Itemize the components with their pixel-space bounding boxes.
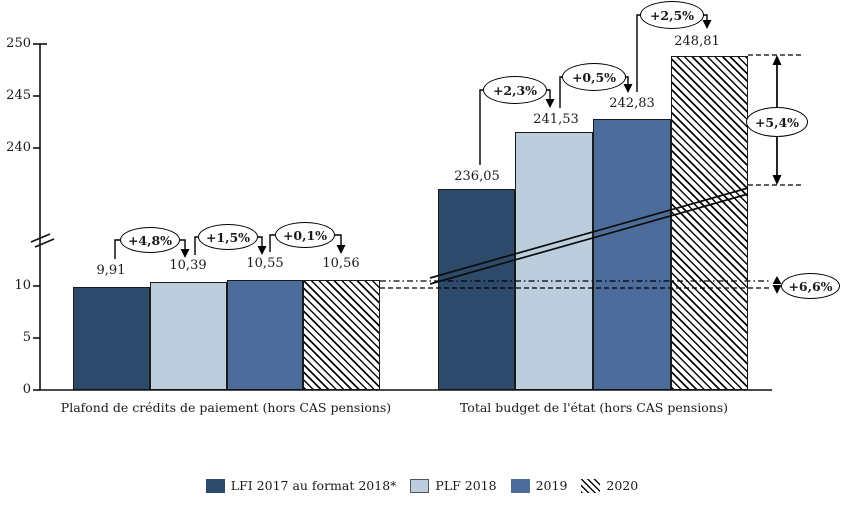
- bar-g2-lfi2017: [438, 189, 515, 390]
- y-tick-250: 250: [6, 36, 31, 51]
- value-label-g1-2020: 10,56: [322, 256, 360, 271]
- y-axis-break-mark: [30, 233, 55, 248]
- legend-swatch-2020: [581, 478, 601, 493]
- legend-item-lfi2017: LFI 2017 au format 2018*: [205, 478, 397, 493]
- legend-label-2020: 2020: [606, 478, 639, 493]
- value-label-g2-plf2018: 241,53: [533, 112, 579, 127]
- bar-g1-lfi2017: [73, 287, 150, 390]
- growth-oval-g2-2: +0,5%: [562, 63, 626, 91]
- bar-g1-2019: [227, 280, 303, 390]
- value-label-g2-2020: 248,81: [674, 34, 720, 49]
- growth-oval-g1-1: +4,8%: [120, 227, 180, 253]
- legend-item-2020: 2020: [581, 478, 638, 493]
- value-label-g2-2019: 242,83: [609, 96, 655, 111]
- bar-g2-2019: [593, 119, 671, 390]
- value-label-g1-2019: 10,55: [246, 256, 284, 271]
- legend-swatch-2019: [510, 478, 530, 493]
- growth-oval-g2-total: +5,4%: [746, 107, 808, 137]
- y-tick-0: 0: [22, 382, 31, 397]
- value-label-g1-lfi2017: 9,91: [96, 263, 126, 278]
- bar-g1-2020: [303, 280, 380, 390]
- category-label-plafond: Plafond de crédits de paiement (hors CAS…: [60, 400, 392, 415]
- y-tick-10: 10: [14, 278, 31, 293]
- bar-g2-2020: [671, 56, 748, 390]
- legend: LFI 2017 au format 2018* PLF 2018 2019 2…: [0, 478, 844, 493]
- growth-oval-g1-3: +0,1%: [275, 222, 335, 248]
- category-label-total: Total budget de l'état (hors CAS pension…: [459, 400, 729, 415]
- growth-oval-g1-total: +6,6%: [781, 273, 840, 299]
- y-axis: [33, 43, 47, 391]
- legend-swatch-lfi2017: [205, 478, 225, 493]
- value-label-g2-lfi2017: 236,05: [454, 169, 500, 184]
- value-label-g1-plf2018: 10,39: [169, 258, 207, 273]
- legend-label-lfi2017: LFI 2017 au format 2018*: [230, 478, 397, 493]
- growth-oval-g2-1: +2,3%: [483, 76, 547, 104]
- bar-g1-plf2018: [150, 282, 227, 390]
- y-tick-240: 240: [6, 140, 31, 155]
- growth-oval-g2-3: +2,5%: [640, 1, 704, 29]
- bar-g2-plf2018: [515, 132, 593, 390]
- growth-oval-g1-2: +1,5%: [198, 224, 258, 250]
- legend-label-plf2018: PLF 2018: [435, 478, 497, 493]
- legend-item-2019: 2019: [510, 478, 568, 493]
- legend-swatch-plf2018: [410, 478, 430, 493]
- y-tick-5: 5: [22, 330, 31, 345]
- y-tick-245: 245: [6, 88, 31, 103]
- legend-label-2019: 2019: [535, 478, 568, 493]
- legend-item-plf2018: PLF 2018: [410, 478, 497, 493]
